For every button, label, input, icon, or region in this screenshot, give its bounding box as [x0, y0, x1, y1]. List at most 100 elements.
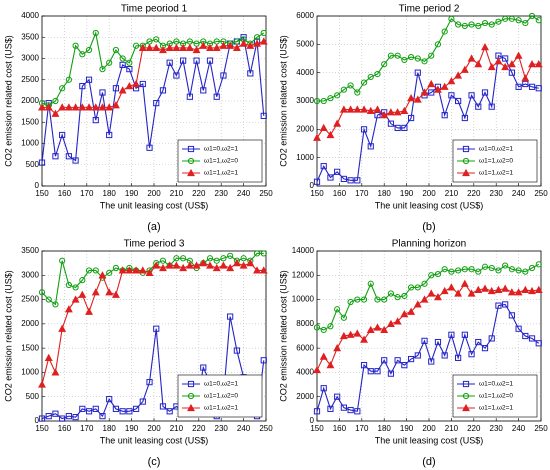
marker — [219, 261, 228, 269]
marker — [232, 43, 241, 51]
marker — [401, 56, 408, 64]
marker — [495, 18, 502, 25]
marker — [185, 43, 194, 51]
marker — [494, 285, 503, 293]
marker — [313, 133, 321, 141]
marker — [461, 331, 468, 338]
marker — [428, 358, 435, 365]
marker — [65, 153, 72, 160]
marker — [138, 43, 147, 51]
legend-marker — [462, 380, 470, 388]
y-tick-label: 0 — [35, 416, 40, 425]
marker — [213, 257, 220, 264]
marker — [111, 290, 120, 298]
y-tick-label: 1000 — [21, 139, 39, 148]
marker — [313, 324, 321, 331]
marker — [428, 52, 435, 59]
marker — [501, 284, 510, 292]
marker — [481, 19, 489, 27]
marker — [394, 357, 401, 364]
marker — [334, 168, 341, 175]
marker — [515, 17, 522, 24]
marker — [414, 284, 421, 291]
marker — [467, 289, 476, 297]
marker — [528, 83, 536, 90]
marker — [528, 264, 536, 272]
marker — [320, 326, 327, 334]
marker — [347, 298, 354, 306]
marker — [367, 368, 374, 375]
marker — [354, 177, 361, 184]
marker — [260, 29, 267, 37]
y-axis-label: CO2 emission related cost (US$) — [278, 270, 288, 402]
marker — [246, 41, 255, 49]
marker — [441, 352, 448, 359]
x-tick-label: 170 — [80, 424, 94, 433]
marker — [461, 114, 468, 122]
x-tick-label: 210 — [170, 189, 184, 198]
marker — [319, 123, 328, 132]
marker — [38, 103, 46, 111]
marker — [212, 43, 221, 51]
marker — [199, 41, 208, 49]
legend-marker — [462, 145, 470, 153]
marker — [340, 86, 347, 93]
y-tick-label: 2500 — [21, 295, 39, 304]
plot-frame — [316, 250, 542, 422]
x-axis-label: The unit leasing cost (US$) — [375, 200, 484, 210]
marker — [481, 284, 489, 292]
marker — [260, 250, 267, 257]
marker — [172, 43, 181, 51]
marker — [72, 284, 79, 291]
marker — [502, 301, 509, 308]
x-tick-label: 160 — [333, 424, 347, 433]
marker — [508, 15, 515, 22]
marker — [112, 405, 120, 412]
marker — [400, 106, 409, 115]
marker — [112, 85, 120, 92]
marker — [507, 288, 516, 296]
marker — [434, 41, 442, 48]
legend-marker — [462, 168, 470, 177]
marker — [460, 279, 469, 287]
marker — [193, 57, 200, 64]
marker — [394, 294, 401, 301]
marker — [346, 105, 355, 113]
marker — [92, 405, 99, 412]
panel: 0 500 1000 1500 2000 2500 3000 3500 150 160 170 180… — [3, 239, 273, 468]
x-tick-label: 170 — [355, 424, 369, 433]
marker — [386, 108, 395, 116]
plot-frame — [41, 250, 267, 422]
marker — [407, 114, 415, 122]
marker — [106, 59, 113, 66]
legend-label: ω1=1,ω2=0 — [204, 393, 238, 400]
marker — [72, 42, 79, 49]
marker — [440, 82, 449, 90]
marker — [165, 43, 174, 51]
marker — [514, 51, 523, 59]
marker — [522, 19, 529, 27]
marker — [106, 269, 113, 276]
marker — [475, 103, 482, 110]
marker — [535, 17, 542, 24]
marker — [180, 57, 187, 64]
marker — [394, 124, 401, 132]
legend-label: ω1=1,ω2=1 — [204, 405, 238, 412]
x-tick-label: 150 — [35, 189, 49, 198]
marker — [353, 105, 362, 113]
marker — [227, 252, 234, 259]
marker — [420, 88, 429, 96]
marker — [333, 343, 342, 352]
marker — [521, 285, 530, 293]
marker — [64, 103, 73, 111]
y-tick-label: 0 — [310, 181, 315, 190]
marker — [185, 261, 194, 269]
legend-marker — [187, 380, 195, 388]
marker — [52, 410, 59, 417]
x-tick-label: 180 — [103, 424, 117, 433]
marker — [448, 92, 455, 99]
marker — [393, 317, 402, 325]
marker — [152, 43, 161, 51]
marker — [507, 60, 516, 68]
legend-label: ω1=0,ω2=1 — [479, 381, 513, 388]
